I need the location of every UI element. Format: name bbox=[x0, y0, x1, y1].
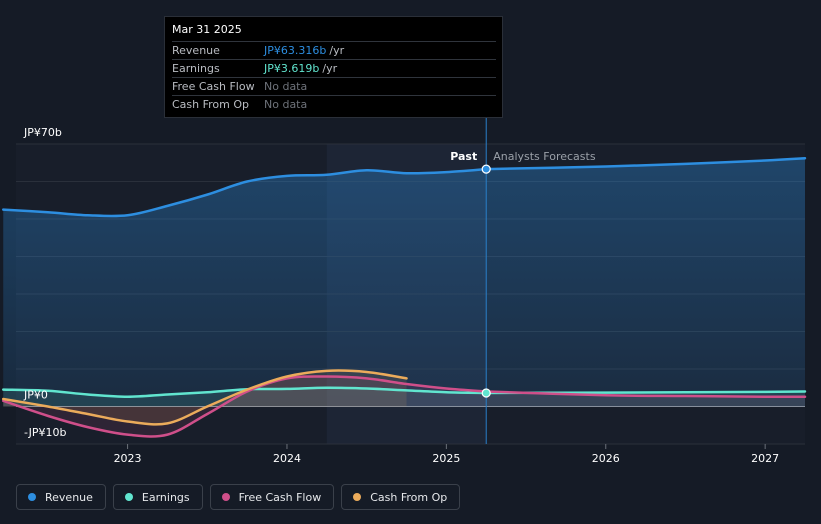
x-tick-label: 2025 bbox=[432, 452, 460, 465]
y-axis-labels: JP¥70b JP¥0 -JP¥10b bbox=[23, 126, 66, 439]
past-label: Past bbox=[450, 150, 477, 163]
legend-dot-icon bbox=[221, 493, 230, 501]
y-tick-label: -JP¥10b bbox=[24, 426, 66, 439]
tooltip-value: JP¥3.619b bbox=[264, 62, 320, 75]
legend-item-revenue[interactable]: Revenue bbox=[16, 484, 106, 510]
earnings-area bbox=[3, 387, 806, 407]
tooltip-row: Cash From Op No data bbox=[172, 95, 496, 113]
tooltip-unit: /yr bbox=[322, 62, 338, 75]
cash-from-op-line bbox=[1, 369, 408, 426]
x-tick-label: 2027 bbox=[751, 452, 779, 465]
legend-item-free-cash-flow[interactable]: Free Cash Flow bbox=[209, 484, 335, 510]
revenue-line bbox=[1, 167, 488, 218]
legend-label: Revenue bbox=[45, 490, 93, 504]
tooltip-row: Earnings JP¥3.619b/yr bbox=[172, 59, 496, 77]
revenue-point bbox=[481, 164, 491, 174]
legend-item-earnings[interactable]: Earnings bbox=[112, 484, 203, 510]
legend-dot-icon bbox=[353, 493, 362, 501]
tooltip-date: Mar 31 2025 bbox=[172, 23, 242, 36]
legend-dot-icon bbox=[124, 493, 133, 501]
series-lines bbox=[1, 157, 807, 438]
tooltip-value: No data bbox=[264, 80, 308, 93]
y-tick-label: JP¥0 bbox=[23, 389, 48, 402]
analysts-forecasts-label: Analysts Forecasts bbox=[493, 150, 596, 163]
tooltip-label: Cash From Op bbox=[172, 98, 250, 111]
free-cash-flow-forecast-line bbox=[484, 390, 807, 399]
series-areas bbox=[3, 158, 806, 437]
tooltip-unit: /yr bbox=[329, 44, 345, 57]
tooltip-label: Earnings bbox=[172, 62, 220, 75]
x-tick-label: 2023 bbox=[114, 452, 142, 465]
legend-item-cash-from-op[interactable]: Cash From Op bbox=[341, 484, 461, 510]
highlight-points bbox=[481, 164, 491, 398]
cash-from-op-area bbox=[3, 370, 407, 425]
x-tick-label: 2026 bbox=[592, 452, 620, 465]
legend: Revenue Earnings Free Cash Flow Cash From O… bbox=[16, 484, 461, 510]
legend-label: Cash From Op bbox=[370, 490, 448, 504]
legend-dot-icon bbox=[28, 493, 36, 501]
free-cash-flow-area bbox=[3, 376, 806, 437]
revenue-area bbox=[3, 158, 806, 407]
earnings-point bbox=[481, 388, 491, 398]
free-cash-flow-line bbox=[1, 375, 488, 438]
legend-label: Earnings bbox=[141, 490, 190, 504]
tooltip-label: Revenue bbox=[172, 44, 220, 57]
x-tick-label: 2024 bbox=[273, 452, 301, 465]
tooltip-row: Revenue JP¥63.316b/yr bbox=[172, 41, 496, 59]
revenue-forecast-line bbox=[484, 157, 807, 171]
x-axis-labels: 2023 2024 2025 2026 2027 bbox=[114, 444, 779, 465]
tooltip-label: Free Cash Flow bbox=[172, 80, 255, 93]
y-tick-label: JP¥70b bbox=[23, 126, 62, 139]
tooltip-value: JP¥63.316b bbox=[264, 44, 327, 57]
legend-label: Free Cash Flow bbox=[238, 490, 322, 504]
tooltip: Mar 31 2025 Revenue JP¥63.316b/yr Earnings… bbox=[164, 16, 503, 118]
tooltip-value: No data bbox=[264, 98, 308, 111]
tooltip-row: Free Cash Flow No data bbox=[172, 77, 496, 95]
